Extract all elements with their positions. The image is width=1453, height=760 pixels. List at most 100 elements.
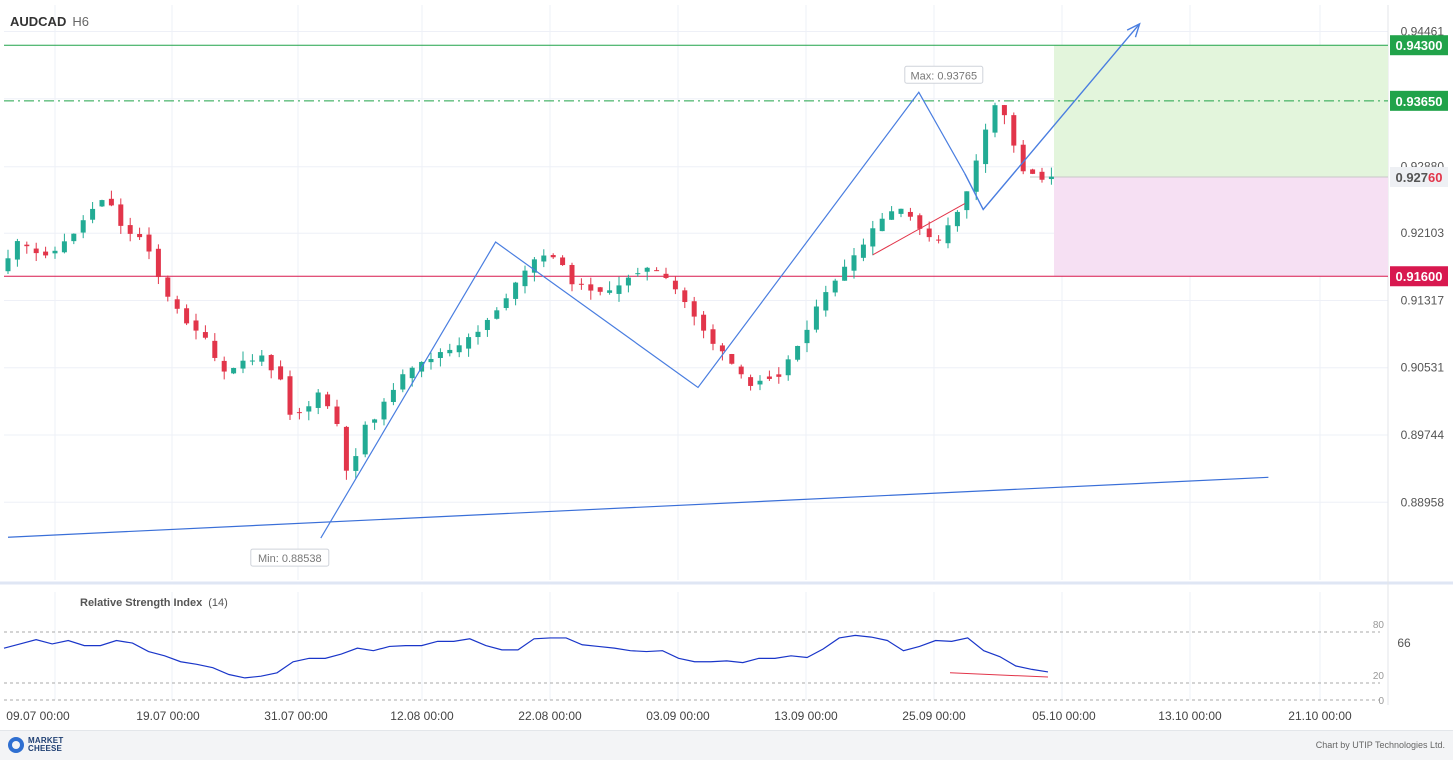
candle-body-62 — [588, 284, 594, 291]
candle-body-69 — [654, 270, 660, 272]
candle-body-67 — [635, 273, 641, 275]
candle-body-91 — [860, 244, 866, 258]
candle-body-85 — [804, 329, 810, 344]
candle-body-48 — [456, 345, 462, 353]
candle-body-65 — [616, 285, 622, 294]
candle-body-54 — [513, 282, 519, 299]
rsi-period: (14) — [208, 597, 228, 609]
candle-body-17 — [165, 277, 171, 297]
candle-body-18 — [174, 299, 180, 309]
candle-body-41 — [390, 389, 396, 403]
candle-body-0 — [5, 258, 11, 272]
candle-body-57 — [541, 255, 547, 262]
candle-body-29 — [278, 366, 284, 380]
x-tick-label-7: 25.09 00:00 — [902, 709, 966, 723]
candle-body-56 — [531, 259, 537, 273]
candle-body-37 — [353, 456, 359, 471]
candle-body-82 — [776, 374, 782, 377]
min-label-box — [250, 548, 330, 567]
price-tag-box-0 — [1390, 35, 1448, 56]
candle-body-16 — [155, 248, 161, 278]
candle-body-81 — [766, 376, 772, 379]
rsi-line — [3, 634, 1049, 679]
candle-body-90 — [851, 255, 857, 271]
candle-body-20 — [193, 320, 199, 331]
current-price-suffix: 60 — [1428, 170, 1442, 185]
candle-body-59 — [560, 257, 566, 266]
x-tick-label-1: 19.07 00:00 — [136, 709, 200, 723]
x-tick-label-5: 03.09 00:00 — [646, 709, 710, 723]
candle-body-49 — [466, 337, 472, 349]
candle-body-95 — [898, 208, 904, 214]
candle-body-94 — [889, 211, 895, 220]
candle-body-66 — [625, 277, 631, 286]
candle-body-74 — [701, 314, 707, 331]
max-label-box — [904, 65, 984, 84]
candle-body-2 — [24, 244, 30, 247]
candle-body-7 — [71, 233, 77, 242]
candle-body-61 — [578, 283, 584, 285]
candle-body-101 — [954, 211, 960, 227]
candle-body-73 — [691, 301, 697, 317]
rsi-label-80: 80 — [1373, 620, 1385, 631]
rsi-name: Relative Strength Index — [80, 597, 203, 609]
candle-body-43 — [409, 367, 415, 379]
footer-bar: MARKET CHEESE Chart by UTIP Technologies… — [0, 730, 1453, 760]
support-trendline — [7, 476, 1269, 538]
candle-body-35 — [334, 406, 340, 424]
candle-body-89 — [842, 266, 848, 281]
brand-logo[interactable]: MARKET CHEESE — [8, 737, 63, 753]
candle-body-25 — [240, 360, 246, 369]
candle-body-24 — [231, 367, 237, 374]
candle-body-14 — [137, 233, 143, 238]
candle-body-26 — [249, 360, 255, 362]
candle-body-36 — [343, 426, 349, 471]
candle-body-76 — [719, 345, 725, 352]
x-tick-label-10: 21.10 00:00 — [1288, 709, 1352, 723]
x-tick-label-8: 05.10 00:00 — [1032, 709, 1096, 723]
candle-body-64 — [607, 290, 613, 293]
symbol-name: AUDCAD — [10, 14, 67, 29]
candle-body-12 — [118, 204, 124, 226]
x-tick-label-9: 13.10 00:00 — [1158, 709, 1222, 723]
candle-body-88 — [832, 280, 838, 293]
min-label: Min: 0.88538 — [258, 553, 322, 565]
candle-body-13 — [127, 225, 133, 234]
candle-body-21 — [202, 332, 208, 338]
take-profit-zone — [1054, 45, 1388, 177]
candle-body-10 — [99, 200, 105, 207]
candle-body-98 — [926, 228, 932, 238]
candle-body-71 — [672, 280, 678, 290]
zigzag-pattern — [320, 91, 966, 539]
price-tag-2: 0.91600 — [1396, 269, 1443, 284]
candle-body-9 — [90, 208, 96, 220]
rsi-label-0: 0 — [1378, 696, 1384, 707]
max-label: Max: 0.93765 — [910, 70, 977, 82]
candle-body-38 — [362, 424, 368, 455]
candle-body-79 — [748, 377, 754, 386]
rsi-title: Relative Strength Index (14) — [80, 597, 228, 609]
candle-body-11 — [108, 198, 114, 206]
candle-body-39 — [372, 419, 378, 423]
candle-body-93 — [879, 218, 885, 232]
candle-body-46 — [437, 352, 443, 359]
symbol-title: AUDCAD H6 — [10, 14, 89, 29]
current-price-prefix: 0.927 — [1395, 170, 1428, 185]
y-tick-label-4: 0.91317 — [1401, 293, 1445, 307]
candle-body-99 — [936, 239, 942, 241]
current-price-tag: 0.92760 — [1395, 170, 1442, 185]
chart-credit: Chart by UTIP Technologies Ltd. — [1315, 740, 1445, 750]
candle-body-96 — [907, 211, 913, 217]
candle-body-45 — [428, 358, 434, 363]
candle-body-86 — [813, 306, 819, 330]
candle-body-78 — [738, 366, 744, 375]
candle-body-34 — [325, 394, 331, 407]
candle-body-58 — [550, 255, 556, 258]
y-tick-label-7: 0.88958 — [1401, 495, 1445, 509]
logo-icon — [8, 737, 24, 753]
logo-line-1: MARKET — [28, 736, 64, 745]
candle-body-40 — [381, 401, 387, 420]
candle-body-111 — [1048, 176, 1054, 180]
price-tag-box-2 — [1390, 266, 1448, 287]
